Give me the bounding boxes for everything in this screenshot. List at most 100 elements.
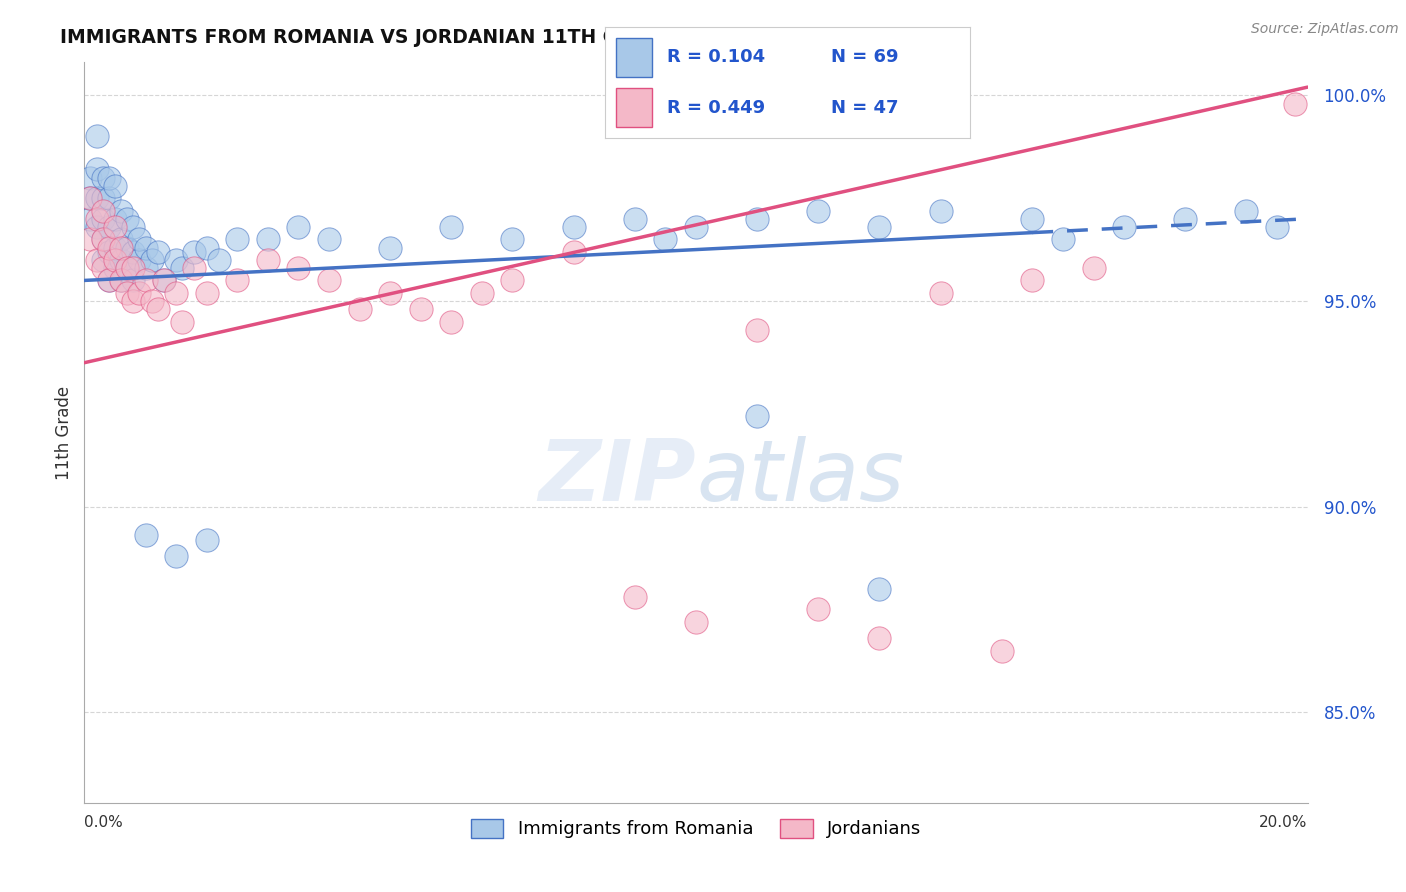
Point bbox=[747, 211, 769, 226]
Point bbox=[869, 582, 891, 596]
Text: IMMIGRANTS FROM ROMANIA VS JORDANIAN 11TH GRADE CORRELATION CHART: IMMIGRANTS FROM ROMANIA VS JORDANIAN 11T… bbox=[60, 28, 907, 47]
Point bbox=[110, 203, 132, 218]
Point bbox=[208, 252, 231, 267]
Point bbox=[97, 273, 120, 287]
Point bbox=[869, 219, 891, 234]
Point bbox=[195, 240, 218, 254]
Point bbox=[685, 219, 707, 234]
Point bbox=[929, 285, 952, 300]
Text: Source: ZipAtlas.com: Source: ZipAtlas.com bbox=[1251, 22, 1399, 37]
Point bbox=[104, 219, 127, 234]
Point bbox=[1114, 219, 1136, 234]
Point bbox=[165, 285, 187, 300]
Point bbox=[110, 232, 132, 246]
Point bbox=[502, 232, 524, 246]
Point bbox=[153, 273, 176, 287]
Bar bbox=[616, 37, 652, 77]
Y-axis label: 11th Grade: 11th Grade bbox=[55, 385, 73, 480]
Point bbox=[86, 252, 108, 267]
Point bbox=[409, 302, 432, 317]
Point bbox=[747, 323, 769, 337]
Point bbox=[91, 203, 114, 218]
Point bbox=[440, 314, 463, 328]
Point bbox=[79, 232, 101, 246]
Point bbox=[146, 244, 169, 259]
Point bbox=[79, 191, 101, 205]
Point bbox=[86, 219, 108, 234]
Point bbox=[115, 261, 138, 276]
Point bbox=[122, 244, 145, 259]
Point bbox=[86, 211, 108, 226]
Point bbox=[104, 261, 127, 276]
Point bbox=[115, 240, 138, 254]
Point bbox=[318, 232, 340, 246]
Point bbox=[110, 252, 132, 267]
Point bbox=[153, 273, 176, 287]
Point bbox=[562, 219, 585, 234]
Point bbox=[141, 293, 163, 308]
Point bbox=[502, 273, 524, 287]
Text: R = 0.104: R = 0.104 bbox=[666, 48, 765, 66]
Point bbox=[146, 302, 169, 317]
Point bbox=[257, 252, 280, 267]
Point bbox=[318, 273, 340, 287]
Point bbox=[91, 261, 114, 276]
Point bbox=[183, 244, 205, 259]
Point bbox=[104, 252, 127, 267]
Point bbox=[110, 273, 132, 287]
Point bbox=[97, 191, 120, 205]
Text: 20.0%: 20.0% bbox=[1260, 815, 1308, 830]
Point bbox=[1236, 203, 1258, 218]
Point bbox=[1083, 261, 1105, 276]
Point bbox=[110, 240, 132, 254]
Point bbox=[654, 232, 676, 246]
Text: N = 69: N = 69 bbox=[831, 48, 898, 66]
Point bbox=[349, 302, 371, 317]
Point bbox=[226, 273, 249, 287]
Point bbox=[471, 285, 494, 300]
Point bbox=[226, 232, 249, 246]
Point bbox=[624, 590, 647, 604]
Point bbox=[91, 232, 114, 246]
Point bbox=[141, 252, 163, 267]
Point bbox=[104, 240, 127, 254]
Point bbox=[86, 191, 108, 205]
Point bbox=[128, 232, 150, 246]
Point bbox=[104, 178, 127, 193]
Point bbox=[91, 191, 114, 205]
Point bbox=[79, 170, 101, 185]
Point bbox=[165, 252, 187, 267]
Point bbox=[172, 261, 194, 276]
Point bbox=[91, 211, 114, 226]
Point bbox=[1284, 96, 1306, 111]
Point bbox=[97, 240, 120, 254]
Text: atlas: atlas bbox=[696, 435, 904, 518]
Point bbox=[79, 211, 101, 226]
Point bbox=[97, 170, 120, 185]
Point bbox=[195, 533, 218, 547]
Point bbox=[135, 273, 157, 287]
Point bbox=[172, 314, 194, 328]
Point bbox=[104, 211, 127, 226]
Point bbox=[747, 409, 769, 424]
Point bbox=[97, 219, 120, 234]
Point bbox=[91, 170, 114, 185]
Legend: Immigrants from Romania, Jordanians: Immigrants from Romania, Jordanians bbox=[464, 812, 928, 846]
Bar bbox=[616, 88, 652, 128]
Point bbox=[128, 285, 150, 300]
Point bbox=[440, 219, 463, 234]
Point bbox=[1021, 273, 1043, 287]
Point bbox=[1021, 211, 1043, 226]
Point bbox=[122, 219, 145, 234]
Point bbox=[79, 191, 101, 205]
Point bbox=[122, 293, 145, 308]
Point bbox=[115, 211, 138, 226]
Point bbox=[869, 632, 891, 646]
Point bbox=[624, 211, 647, 226]
Point bbox=[1052, 232, 1074, 246]
Point bbox=[685, 615, 707, 629]
Point bbox=[115, 261, 138, 276]
Text: 0.0%: 0.0% bbox=[84, 815, 124, 830]
Point bbox=[91, 252, 114, 267]
Point bbox=[257, 232, 280, 246]
